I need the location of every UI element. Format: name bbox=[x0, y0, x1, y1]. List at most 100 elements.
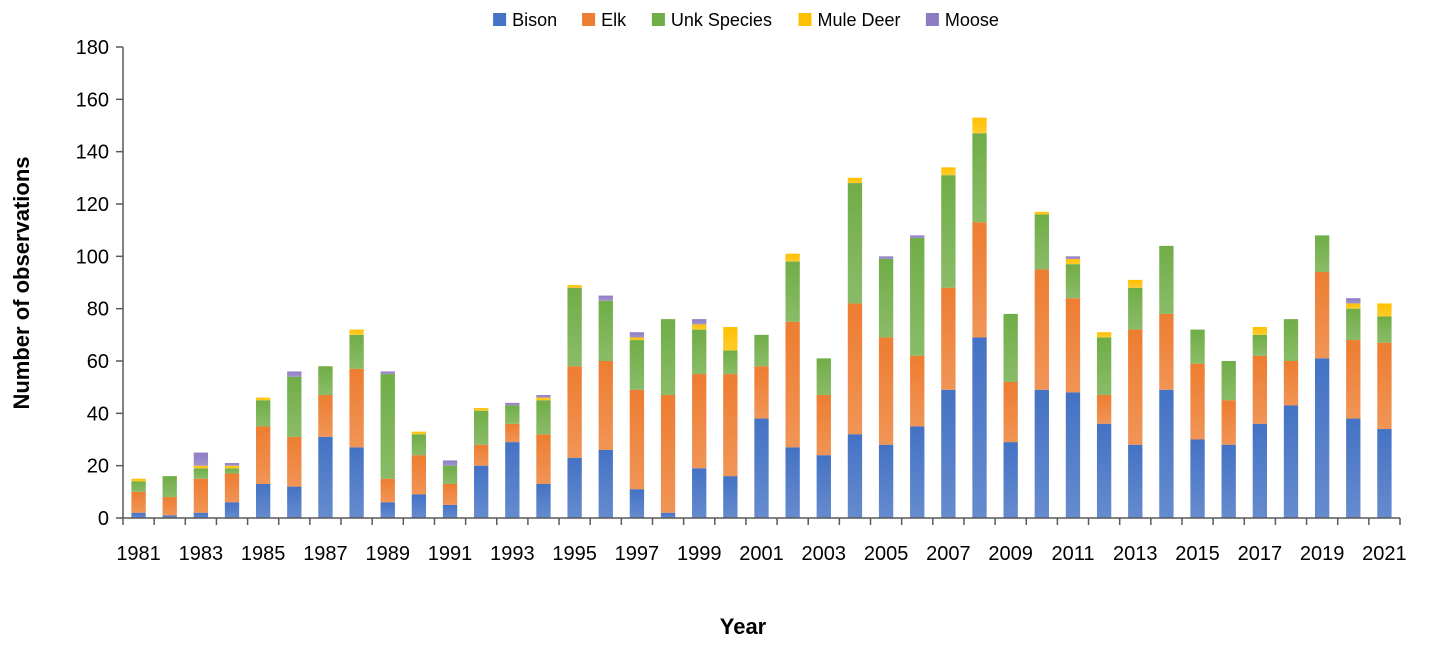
x-tick-label: 2013 bbox=[1113, 543, 1158, 565]
x-tick-label: 2015 bbox=[1175, 543, 1220, 565]
bar-segment-elk bbox=[536, 434, 551, 484]
bar-segment-bison bbox=[349, 447, 364, 518]
bar-segment-mule-deer bbox=[536, 397, 551, 401]
bar-segment-mule-deer bbox=[131, 478, 146, 482]
bar-segment-moose bbox=[380, 371, 395, 375]
bar-segment-unk-species bbox=[910, 238, 925, 356]
bar-segment-elk bbox=[411, 455, 427, 495]
bar-segment-elk bbox=[1314, 272, 1330, 359]
y-tick-label: 100 bbox=[76, 246, 109, 268]
bar-segment-unk-species bbox=[349, 334, 364, 369]
legend-swatch-moose bbox=[925, 13, 939, 26]
bar-segment-unk-species bbox=[1003, 313, 1018, 382]
bar-segment-elk bbox=[1190, 363, 1205, 440]
bar-segment-bison bbox=[1221, 444, 1236, 518]
bar-segment-elk bbox=[598, 361, 613, 450]
bar-segment-moose bbox=[692, 319, 707, 325]
bar-segment-unk-species bbox=[847, 183, 863, 304]
bar-segment-bison bbox=[972, 337, 987, 518]
x-tick-label: 1985 bbox=[241, 543, 286, 565]
bar-segment-unk-species bbox=[1128, 287, 1143, 330]
bar-segment-elk bbox=[1221, 400, 1236, 445]
legend-label: Unk Species bbox=[671, 10, 772, 30]
bar-segment-unk-species bbox=[878, 258, 894, 338]
x-axis-ticks: 1981 1983 1985 1987 1989 1991 1993 1995 1997 1999… bbox=[116, 518, 1407, 565]
bar-segment-mule-deer bbox=[411, 431, 427, 435]
bar-segment-elk bbox=[131, 491, 146, 513]
bar-segment-elk bbox=[660, 395, 676, 513]
bar-segment-unk-species bbox=[692, 329, 707, 375]
bar-segment-unk-species bbox=[754, 334, 769, 367]
bar-segment-elk bbox=[1159, 313, 1174, 390]
bar-segment-unk-species bbox=[1034, 214, 1049, 270]
bar-segment-bison bbox=[910, 426, 925, 518]
bar-segment-unk-species bbox=[318, 366, 333, 396]
bar-segment-bison bbox=[162, 515, 177, 518]
bar-segment-bison bbox=[785, 447, 800, 518]
bar-segment-bison bbox=[1128, 444, 1143, 518]
bar-segment-bison bbox=[1252, 423, 1268, 518]
bar-segment-moose bbox=[505, 402, 520, 406]
bar-segment-bison bbox=[380, 502, 395, 518]
bar-segment-moose bbox=[287, 371, 302, 377]
bar-segment-unk-species bbox=[629, 340, 645, 390]
bar-segment-unk-species bbox=[536, 400, 551, 435]
bar-segment-unk-species bbox=[785, 261, 800, 322]
bar-segment-unk-species bbox=[1221, 361, 1236, 401]
bar-segment-elk bbox=[816, 395, 831, 456]
bar-segment-bison bbox=[193, 512, 209, 518]
bar-segment-elk bbox=[1003, 381, 1018, 443]
bar-segment-unk-species bbox=[380, 374, 395, 479]
bar-segment-mule-deer bbox=[1128, 279, 1143, 288]
bar-segment-elk bbox=[1034, 269, 1049, 390]
bar-segment-elk bbox=[505, 423, 520, 443]
x-tick-label: 2001 bbox=[739, 543, 784, 565]
bar-segment-mule-deer bbox=[255, 397, 271, 401]
bar-segment-elk bbox=[224, 473, 240, 503]
bar-segment-bison bbox=[505, 442, 520, 518]
bar-segment-mule-deer bbox=[972, 117, 987, 134]
y-tick-label: 80 bbox=[87, 299, 109, 321]
bar-segment-unk-species bbox=[816, 358, 831, 396]
x-tick-label: 2009 bbox=[988, 543, 1033, 565]
bar-segment-moose bbox=[193, 452, 209, 466]
bars-group bbox=[131, 117, 1392, 518]
x-tick-label: 1999 bbox=[677, 543, 722, 565]
bar-segment-mule-deer bbox=[1034, 211, 1049, 215]
bar-segment-elk bbox=[847, 303, 863, 435]
bar-segment-unk-species bbox=[1096, 337, 1112, 396]
bar-segment-elk bbox=[193, 478, 209, 513]
bar-segment-unk-species bbox=[1283, 319, 1299, 361]
bar-segment-bison bbox=[318, 436, 333, 518]
bar-segment-mule-deer bbox=[785, 253, 800, 262]
bar-segment-elk bbox=[567, 366, 582, 458]
legend-swatch-elk bbox=[582, 13, 596, 26]
x-tick-label: 1997 bbox=[615, 543, 660, 565]
bar-segment-elk bbox=[1252, 355, 1268, 424]
bar-segment-moose bbox=[598, 295, 613, 301]
legend-label: Mule Deer bbox=[818, 10, 901, 30]
bar-segment-mule-deer bbox=[193, 465, 209, 469]
bar-segment-unk-species bbox=[941, 175, 956, 288]
bar-segment-unk-species bbox=[287, 376, 302, 437]
bar-segment-mule-deer bbox=[847, 177, 863, 184]
bar-segment-elk bbox=[1096, 395, 1112, 424]
x-tick-label: 1991 bbox=[428, 543, 473, 565]
x-tick-label: 1995 bbox=[552, 543, 597, 565]
bar-segment-unk-species bbox=[1190, 329, 1205, 364]
bar-segment-unk-species bbox=[598, 300, 613, 361]
bar-segment-elk bbox=[723, 374, 738, 477]
bar-segment-moose bbox=[442, 460, 458, 466]
bar-segment-unk-species bbox=[162, 476, 177, 498]
bar-segment-moose bbox=[1065, 256, 1081, 259]
legend-swatch-mule-deer bbox=[798, 13, 812, 26]
bar-segment-bison bbox=[1377, 429, 1392, 518]
bar-segment-elk bbox=[380, 478, 395, 503]
bar-segment-bison bbox=[1346, 418, 1361, 518]
bar-segment-elk bbox=[910, 355, 925, 427]
bar-segment-elk bbox=[692, 374, 707, 469]
bar-segment-elk bbox=[1346, 340, 1361, 419]
y-tick-label: 0 bbox=[98, 508, 109, 530]
